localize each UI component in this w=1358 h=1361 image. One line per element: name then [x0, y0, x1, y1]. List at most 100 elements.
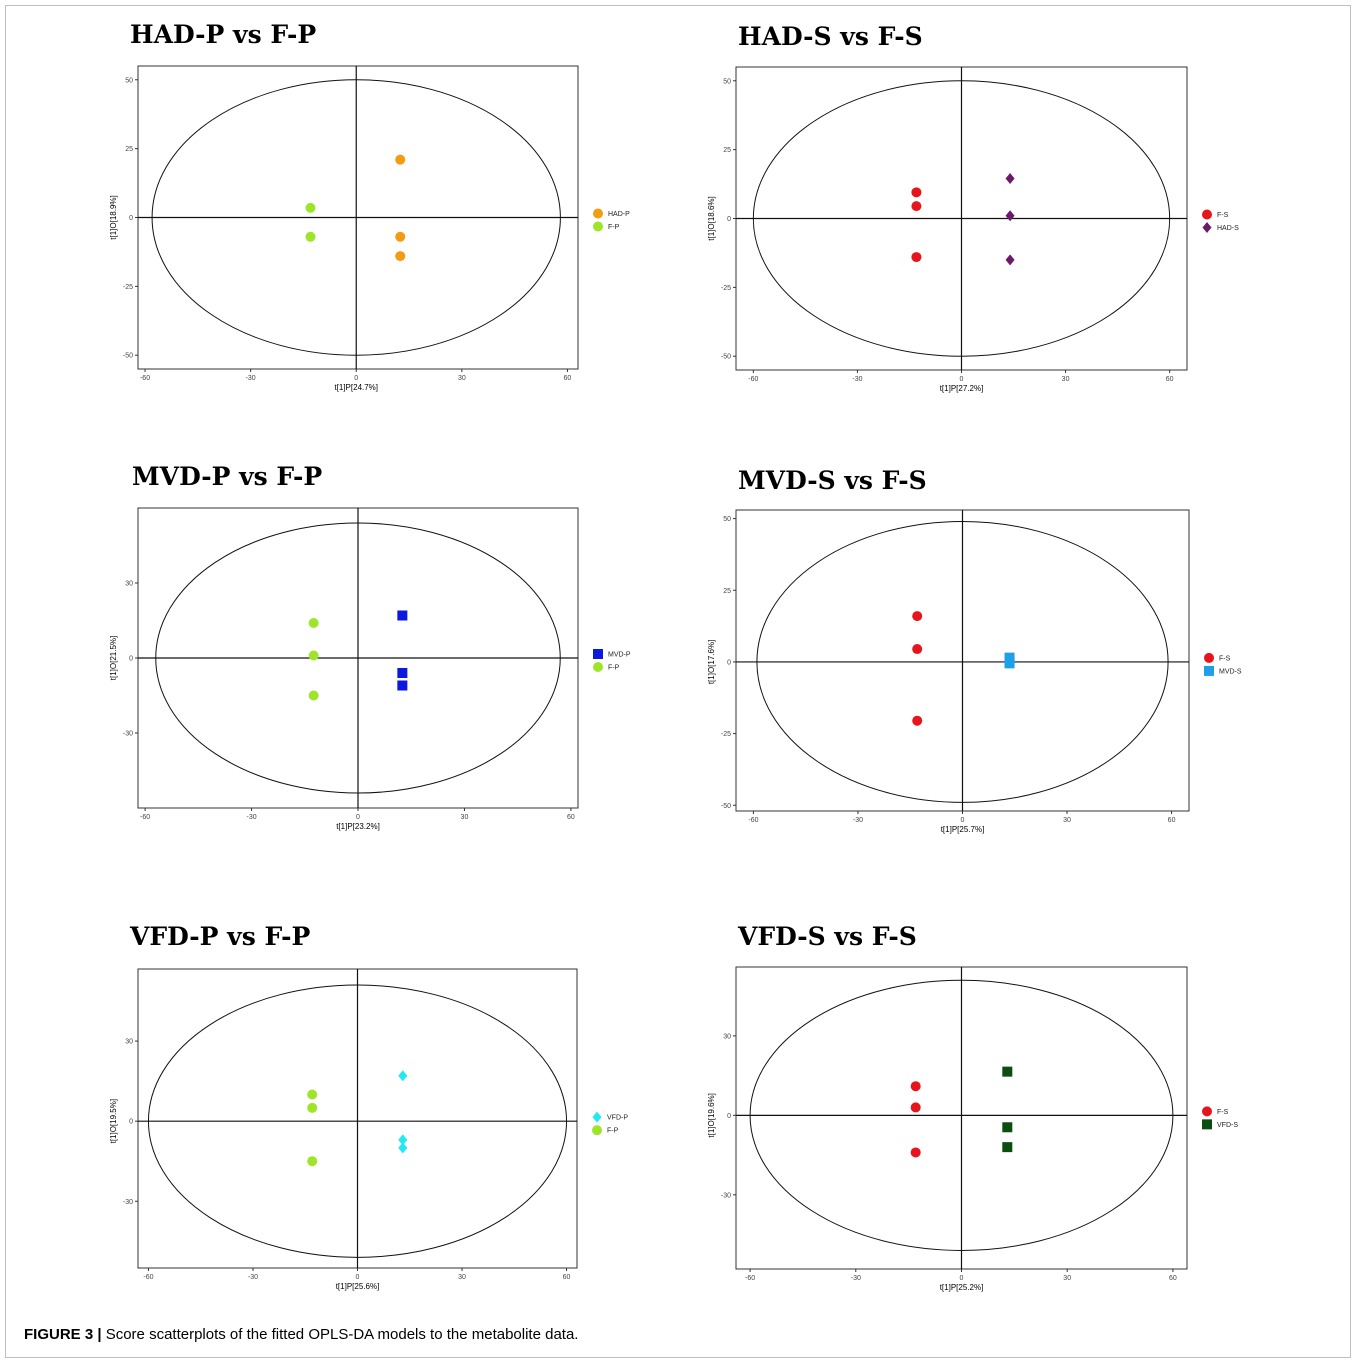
data-point [398, 1070, 408, 1082]
y-tick-label: -30 [721, 1192, 731, 1199]
x-tick-label: 0 [960, 1275, 964, 1282]
data-point [1002, 1142, 1013, 1153]
legend-marker [592, 1111, 602, 1123]
data-point [1002, 1122, 1013, 1133]
y-tick-label: 0 [129, 656, 133, 663]
y-axis-title: t[1]O[19.5%] [109, 1099, 118, 1143]
y-tick-label: -50 [721, 803, 731, 810]
y-axis-title: t[1]O[19.6%] [707, 1093, 716, 1137]
x-axis-title: t[1]P[27.2%] [940, 384, 984, 393]
confidence-ellipse [752, 80, 1171, 357]
x-tick-label: -60 [748, 817, 758, 824]
x-tick-label: 30 [1062, 376, 1070, 383]
data-point [307, 1089, 318, 1100]
x-tick-label: -60 [748, 376, 758, 383]
data-point [307, 1156, 318, 1167]
y-tick-label: -50 [721, 354, 731, 361]
data-point [912, 715, 923, 726]
x-tick-label: -30 [246, 814, 256, 821]
y-axis-title: t[1]O[17.6%] [707, 640, 716, 684]
data-point [911, 201, 922, 212]
y-tick-label: 0 [129, 1119, 133, 1126]
data-point [398, 1134, 408, 1146]
y-tick-label: 50 [723, 78, 731, 85]
x-axis-title: t[1]P[24.7%] [334, 383, 378, 392]
x-tick-label: 60 [1169, 1275, 1177, 1282]
data-point [305, 202, 316, 213]
y-axis-title: t[1]O[18.9%] [109, 195, 118, 239]
legend-label: F-P [608, 665, 620, 672]
panel-title: MVD-P vs F-P [132, 462, 323, 491]
x-tick-label: 30 [458, 1274, 466, 1281]
legend-label: VFD-P [607, 1115, 628, 1122]
data-point [1004, 658, 1015, 669]
x-tick-label: 60 [1166, 376, 1174, 383]
y-tick-label: 30 [723, 1033, 731, 1040]
legend-marker [1202, 1106, 1212, 1117]
legend-label: F-S [1217, 212, 1229, 219]
confidence-ellipse [151, 79, 561, 356]
data-point [911, 252, 922, 263]
x-axis-title: t[1]P[23.2%] [336, 822, 380, 831]
x-tick-label: 60 [1168, 817, 1176, 824]
data-point [912, 611, 923, 622]
y-axis-title: t[1]O[21.5%] [109, 636, 118, 680]
x-tick-label: 30 [458, 375, 466, 382]
legend-label: F-S [1219, 655, 1231, 662]
y-tick-label: 50 [723, 516, 731, 523]
legend-marker [593, 208, 603, 219]
panel-title: HAD-S vs F-S [738, 22, 923, 51]
panel-title: MVD-S vs F-S [738, 466, 927, 495]
data-point [395, 231, 406, 242]
y-tick-label: -30 [123, 731, 133, 738]
panel-title: VFD-S vs F-S [738, 922, 917, 951]
data-point [395, 154, 406, 165]
confidence-ellipse [147, 984, 568, 1258]
x-tick-label: 60 [564, 375, 572, 382]
panel-title: HAD-P vs F-P [130, 20, 317, 49]
x-tick-label: -30 [853, 817, 863, 824]
data-point [395, 251, 406, 262]
confidence-ellipse [155, 522, 561, 794]
x-tick-label: -60 [140, 814, 150, 821]
legend-marker [1204, 665, 1214, 676]
x-tick-label: -30 [248, 1274, 258, 1281]
x-tick-label: 30 [1063, 1275, 1071, 1282]
figure-label: FIGURE 3 | [24, 1326, 102, 1343]
data-point [911, 187, 922, 198]
x-tick-label: -60 [140, 375, 150, 382]
x-tick-label: -60 [745, 1275, 755, 1282]
data-point [397, 680, 408, 691]
legend-label: HAD-S [1217, 225, 1239, 232]
panel-title: VFD-P vs F-P [130, 922, 311, 951]
legend-marker [1204, 652, 1214, 663]
y-tick-label: 25 [723, 588, 731, 595]
data-point [398, 1142, 408, 1154]
x-tick-label: 0 [354, 375, 358, 382]
y-tick-label: 25 [723, 147, 731, 154]
legend-marker [1202, 222, 1212, 233]
y-tick-label: 0 [129, 215, 133, 222]
y-tick-label: -30 [123, 1199, 133, 1206]
y-tick-label: 50 [125, 77, 133, 84]
data-point [1005, 254, 1015, 266]
legend-label: F-P [608, 224, 620, 231]
x-tick-label: -30 [246, 375, 256, 382]
x-tick-label: 0 [960, 376, 964, 383]
x-tick-label: 0 [961, 817, 965, 824]
x-axis-title: t[1]P[25.7%] [941, 825, 985, 834]
legend-label: MVD-S [1219, 668, 1242, 675]
x-tick-label: 0 [356, 814, 360, 821]
y-tick-label: 30 [125, 581, 133, 588]
y-tick-label: -25 [721, 285, 731, 292]
x-tick-label: 60 [563, 1274, 571, 1281]
data-point [1005, 173, 1015, 185]
y-tick-label: 30 [125, 1039, 133, 1046]
legend-label: HAD-P [608, 211, 630, 218]
y-tick-label: 25 [125, 146, 133, 153]
